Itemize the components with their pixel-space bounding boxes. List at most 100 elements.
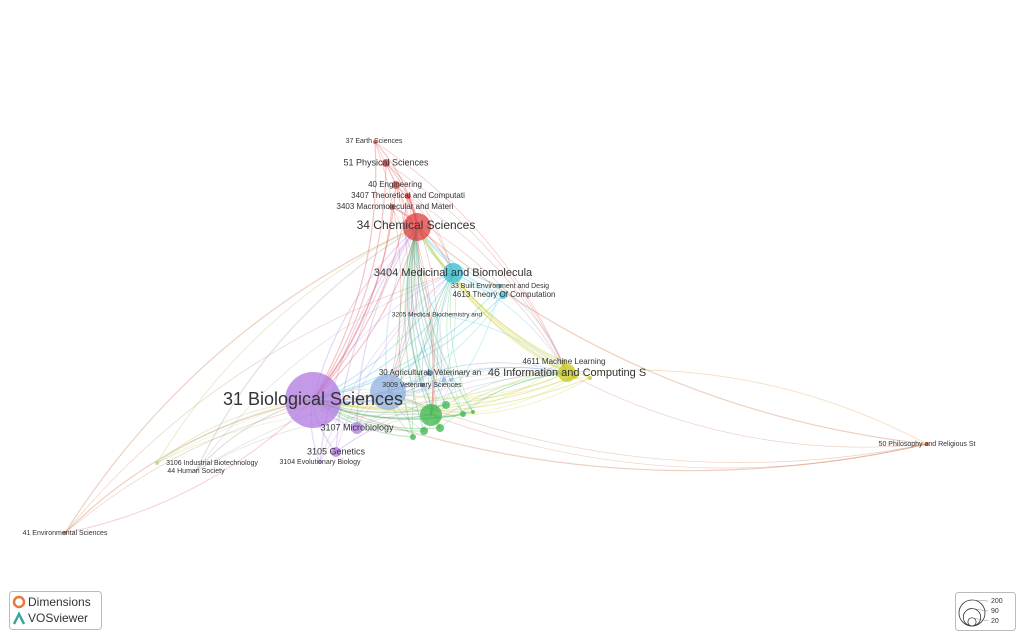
edge [416,226,474,413]
edge [335,372,568,453]
edge [312,195,409,401]
node [558,364,576,382]
edge [430,361,565,416]
node-label: 3205 Medical Biochemistry and [392,312,483,319]
node-label: 46 Information and Computing S [488,367,646,379]
logo-frame [9,591,102,630]
edge [156,226,418,464]
edge [195,272,454,472]
node [351,422,363,434]
edge [319,272,454,463]
edge [64,399,314,534]
edge [430,375,576,416]
edge [429,362,568,374]
legend-leader [971,608,989,612]
edge [430,414,928,469]
node-label: 3104 Evolutionary Biology [280,459,361,466]
edge [387,372,568,398]
edge [416,226,565,363]
node [195,470,197,472]
legend-leader [971,617,989,622]
vosviewer-icon [12,611,26,625]
node-label: 3106 Industrial Biotechnology [166,460,258,467]
edge [407,195,568,374]
node [925,442,929,446]
edge [415,226,452,381]
dimensions-icon [12,595,26,609]
node [427,370,433,376]
node-label: 30 Agricultural, Veterinary an [379,368,481,377]
edge [391,206,434,416]
edge [387,367,568,393]
node-label: 44 Human Society [167,468,225,475]
node [318,460,322,464]
node-label: 41 Environmental Sciences [23,530,108,537]
node-label: 40 Engineering [368,180,422,189]
node-label: 3407 Theoretical and Computati [351,191,465,200]
legend-label: 90 [991,608,999,615]
node [588,376,592,380]
edge [395,184,454,274]
node-label: 3403 Macromolecular and Materi [337,202,454,211]
edge [439,372,568,429]
node-label: 50 Philosophy and Religious St [879,441,976,448]
edge [566,372,928,448]
edge [412,272,454,438]
edge [356,372,568,429]
edge [335,414,432,453]
edge [312,184,397,401]
node [443,263,463,283]
edge [385,162,435,416]
edge [430,272,456,416]
nodes [63,140,929,535]
node [436,424,444,432]
node [382,159,390,167]
edge [413,226,447,406]
size-legend: 200 90 20 [955,592,1016,631]
edge [312,372,568,409]
node [460,411,466,417]
edge [408,226,432,416]
edge [312,285,501,401]
edge [416,226,568,374]
node [561,359,567,365]
legend-label: 200 [991,598,1003,605]
edge [319,226,418,463]
edge [411,226,431,374]
node [403,213,431,241]
edge [374,141,434,416]
node-label: 3105 Genetics [307,446,366,456]
node [63,531,67,535]
edge [156,391,389,464]
logo-box: Dimensions VOSviewer [9,591,102,630]
edge [452,272,568,374]
edge [387,375,576,400]
edge [156,411,432,464]
edge [445,372,568,406]
node [410,434,416,440]
edge [374,141,568,374]
node-label: 51 Physical Sciences [343,157,429,167]
edge [385,162,568,374]
edge [156,370,568,464]
node-label: 37 Earth Sciences [346,138,403,145]
edge [64,226,418,534]
edge [195,226,418,472]
edge [312,361,565,406]
edge [374,141,402,393]
node [442,378,446,382]
edge [312,377,591,412]
node [471,410,475,414]
edge [398,226,418,438]
edge [385,162,454,274]
edge [64,399,314,534]
node-label: 34 Chemical Sciences [357,218,476,232]
edge [428,272,454,416]
edge [436,314,568,374]
node-label: 3009 Veterinary Sciences [382,382,462,389]
edge [387,226,420,393]
node [370,374,406,410]
node [420,427,428,435]
legend-label: 20 [991,618,999,625]
